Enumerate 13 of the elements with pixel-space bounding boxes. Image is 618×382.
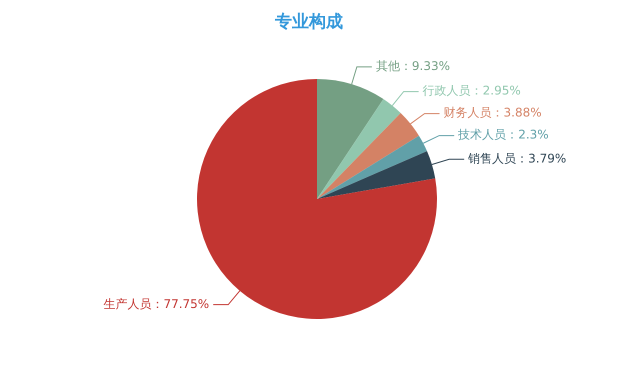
data-label: ：3.88% xyxy=(492,106,542,120)
data-label: ：2.3% xyxy=(506,128,549,142)
slice-label: 生产人员 xyxy=(103,296,152,311)
data-label: ：9.33% xyxy=(400,59,450,74)
slice-label: 行政人员 xyxy=(422,84,471,98)
slice-label: 财务人员 xyxy=(444,106,492,120)
data-label: ：2.95% xyxy=(470,84,521,98)
slice-label: 销售人员 xyxy=(467,151,516,166)
data-label: ：3.79% xyxy=(516,151,566,166)
data-label: ：77.75% xyxy=(151,296,210,311)
slice-label: 技术人员 xyxy=(457,128,506,142)
chart-title: 专业构成 xyxy=(274,11,344,33)
slice-label: 其他 xyxy=(376,59,400,74)
